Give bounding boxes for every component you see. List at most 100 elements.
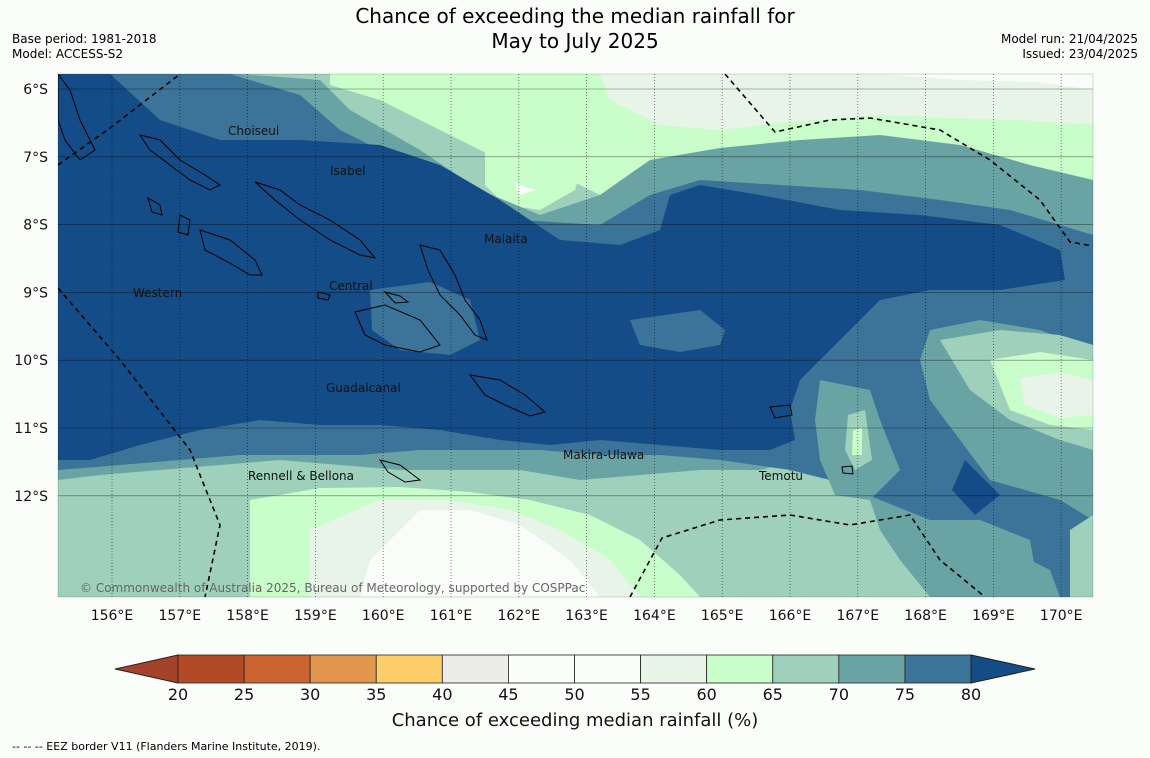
colorbar-tick-label: 70	[829, 685, 849, 704]
colorbar-tick-label: 65	[763, 685, 783, 704]
contour-75-80-pocket-central	[370, 282, 480, 355]
region-labels: Choiseul Isabel Malaita Western Central …	[133, 124, 803, 483]
region-label-choiseul: Choiseul	[228, 124, 279, 138]
eez-border-nw	[58, 74, 181, 166]
colorbar-cell	[574, 654, 641, 684]
islands	[58, 74, 854, 483]
eez-borders	[58, 74, 1093, 597]
colorbar-tick-label: 30	[300, 685, 320, 704]
region-label-central: Central	[329, 279, 373, 293]
colorbar-tick-label: 35	[366, 685, 386, 704]
graticule	[57, 73, 1094, 598]
contour-75-80-pocket-east	[630, 310, 725, 352]
colorbar-low-extension	[114, 654, 179, 684]
contour-55-60-east	[1020, 372, 1093, 418]
latitude-axis: 6°S 7°S 8°S 9°S 10°S 11°S 12°S	[14, 82, 48, 505]
eez-legend: -- -- -- EEZ border V11 (Flanders Marine…	[12, 740, 321, 753]
lon-tick-label: 164°E	[633, 608, 676, 624]
region-label-guadalcanal: Guadalcanal	[326, 381, 401, 395]
lon-tick-label: 159°E	[294, 608, 337, 624]
contour-70-75-southeast	[950, 540, 1060, 597]
lon-tick-label: 161°E	[430, 608, 473, 624]
region-label-rennell-bellona: Rennell & Bellona	[248, 469, 354, 483]
island-makira	[468, 374, 547, 417]
map-title: Chance of exceeding the median rainfall …	[0, 4, 1150, 54]
island-malaita	[419, 244, 488, 341]
colorbar-ticks: 20 25 30 35 40 45 50 55 60 65 70 75 80	[168, 685, 981, 704]
colorbar-tick-label: 80	[961, 685, 981, 704]
colorbar-cell	[772, 654, 840, 684]
contour-80-plus	[58, 74, 1065, 460]
lat-tick-label: 8°S	[23, 218, 48, 234]
lon-tick-label: 158°E	[226, 608, 269, 624]
lon-tick-label: 169°E	[972, 608, 1015, 624]
lon-tick-label: 167°E	[837, 608, 880, 624]
lon-tick-label: 156°E	[91, 608, 134, 624]
contour-layer	[58, 74, 1093, 597]
contour-60-65-pocket	[485, 125, 590, 210]
colorbar-cell	[706, 654, 774, 684]
region-label-isabel: Isabel	[330, 164, 365, 178]
colorbar-tick-label: 45	[498, 685, 518, 704]
title-line-2: May to July 2025	[491, 29, 659, 53]
colorbar-tick-label: 75	[895, 685, 915, 704]
lat-tick-label: 7°S	[23, 150, 48, 166]
island-guadalcanal	[354, 304, 441, 353]
colorbar-tick-label: 20	[168, 685, 188, 704]
island-choiseul	[138, 134, 221, 191]
colorbar-cell	[375, 654, 443, 684]
model-info: Base period: 1981-2018 Model: ACCESS-S2	[12, 32, 157, 62]
title-line-1: Chance of exceeding the median rainfall …	[355, 4, 795, 28]
colorbar-cell	[838, 654, 906, 684]
eez-border-ne	[724, 74, 1093, 247]
island-temotu-2	[841, 465, 854, 475]
colorbar-tick-label: 60	[696, 685, 716, 704]
eez-border-se	[629, 514, 986, 597]
contour-55-60-north	[600, 74, 1093, 130]
contour-60-65-temotu	[852, 428, 862, 455]
model-run: Model run: 21/04/2025	[1000, 32, 1138, 46]
copyright-notice: © Commonwealth of Australia 2025, Bureau…	[80, 581, 585, 595]
island-bougainville	[58, 74, 96, 161]
colorbar-cell	[309, 654, 377, 684]
lon-tick-label: 165°E	[701, 608, 744, 624]
colorbar-cell	[508, 654, 575, 684]
colorbar-cell	[441, 654, 509, 684]
colorbar-cell	[177, 654, 245, 684]
lat-tick-label: 9°S	[23, 285, 48, 301]
region-label-makira-ulawa: Makira-Ulawa	[563, 448, 644, 462]
contour-50-55-south	[360, 510, 600, 597]
colorbar-tick-label: 25	[234, 685, 254, 704]
model-name: Model: ACCESS-S2	[12, 47, 124, 61]
island-western-2	[199, 229, 263, 276]
colorbar-title: Chance of exceeding median rainfall (%)	[392, 710, 759, 731]
island-rennell	[378, 459, 422, 483]
colorbar-cell	[640, 654, 708, 684]
longitude-axis: 156°E 157°E 158°E 159°E 160°E 161°E 162°E 163°E…	[91, 608, 1083, 624]
island-temotu-1	[769, 404, 793, 419]
colorbar-tick-label: 40	[432, 685, 452, 704]
eez-border-sw	[58, 287, 221, 597]
region-label-western: Western	[133, 286, 182, 300]
lat-tick-label: 10°S	[14, 353, 48, 369]
island-western-3	[147, 196, 163, 216]
map-frame	[57, 73, 1094, 598]
lon-tick-label: 163°E	[565, 608, 608, 624]
lat-tick-label: 6°S	[23, 82, 48, 98]
lon-tick-label: 162°E	[498, 608, 541, 624]
colorbar-high-extension	[970, 654, 1036, 684]
island-isabel	[254, 181, 377, 259]
region-label-malaita: Malaita	[484, 232, 528, 246]
region-label-temotu: Temotu	[758, 469, 803, 483]
colorbar-cells	[177, 654, 972, 684]
contour-65-70-southeast	[1070, 515, 1093, 597]
colorbar-cell	[243, 654, 311, 684]
colorbar-tick-label: 55	[630, 685, 650, 704]
contour-50-55-north	[880, 74, 1093, 90]
contour-50-55-pocket	[514, 183, 535, 195]
lon-tick-label: 157°E	[159, 608, 202, 624]
lat-tick-label: 12°S	[14, 489, 48, 505]
colorbar-tick-label: 50	[564, 685, 584, 704]
island-central-2	[383, 291, 410, 304]
